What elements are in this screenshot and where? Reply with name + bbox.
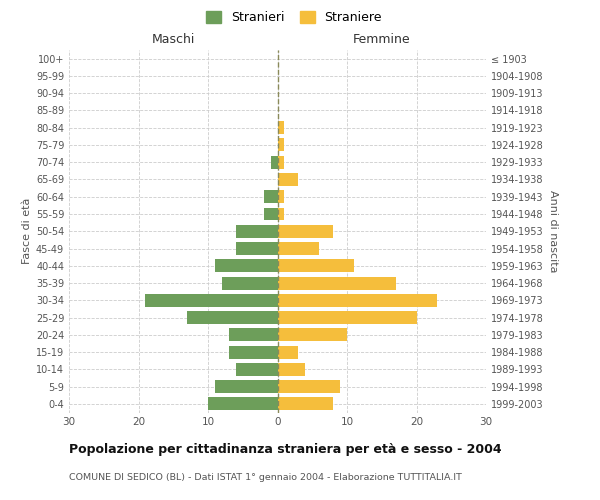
Text: COMUNE DI SEDICO (BL) - Dati ISTAT 1° gennaio 2004 - Elaborazione TUTTITALIA.IT: COMUNE DI SEDICO (BL) - Dati ISTAT 1° ge… <box>69 472 462 482</box>
Bar <box>277 156 284 168</box>
Bar <box>277 294 437 307</box>
Bar <box>236 225 277 237</box>
Bar <box>277 398 333 410</box>
Bar <box>215 380 277 393</box>
Bar <box>277 346 298 358</box>
Y-axis label: Fasce di età: Fasce di età <box>22 198 32 264</box>
Bar <box>236 242 277 255</box>
Bar <box>215 260 277 272</box>
Legend: Stranieri, Straniere: Stranieri, Straniere <box>201 6 387 29</box>
Bar <box>277 138 284 151</box>
Bar <box>263 208 277 220</box>
Bar <box>263 190 277 203</box>
Bar <box>187 311 277 324</box>
Bar <box>277 328 347 342</box>
Bar <box>277 260 354 272</box>
Bar <box>208 398 277 410</box>
Bar <box>277 173 298 186</box>
Bar <box>277 208 284 220</box>
Bar <box>229 346 277 358</box>
Text: Maschi: Maschi <box>152 34 195 46</box>
Bar <box>271 156 277 168</box>
Bar <box>277 242 319 255</box>
Bar <box>277 190 284 203</box>
Y-axis label: Anni di nascita: Anni di nascita <box>548 190 558 272</box>
Bar <box>277 311 416 324</box>
Bar <box>222 276 277 289</box>
Bar <box>236 363 277 376</box>
Bar <box>277 276 395 289</box>
Text: Femmine: Femmine <box>353 34 410 46</box>
Text: Popolazione per cittadinanza straniera per età e sesso - 2004: Popolazione per cittadinanza straniera p… <box>69 442 502 456</box>
Bar <box>229 328 277 342</box>
Bar <box>277 121 284 134</box>
Bar <box>145 294 277 307</box>
Bar <box>277 380 340 393</box>
Bar <box>277 363 305 376</box>
Bar <box>277 225 333 237</box>
